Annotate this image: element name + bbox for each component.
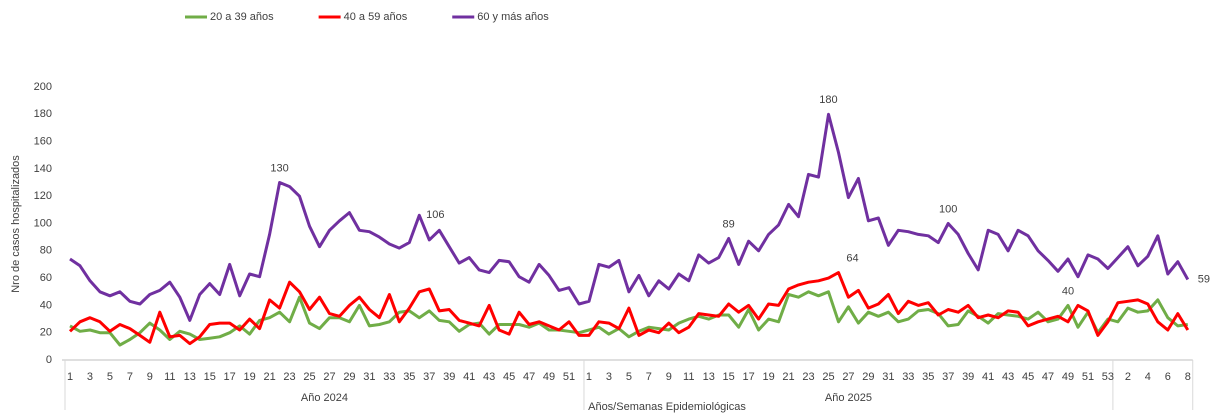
y-tick-label: 80 (40, 245, 52, 257)
y-tick-label: 20 (40, 327, 52, 339)
y-tick-label: 40 (40, 299, 52, 311)
x-tick-label: 31 (363, 371, 375, 383)
x-tick-label: 49 (543, 371, 555, 383)
data-label: 59 (1198, 273, 1210, 285)
x-tick-label: 41 (463, 371, 475, 383)
data-label: 106 (426, 209, 444, 221)
y-tick-label: 0 (46, 354, 52, 366)
x-tick-label: 3 (87, 371, 93, 383)
group-label: Año 2024 (301, 392, 348, 404)
x-tick-label: 9 (147, 371, 153, 383)
x-tick-label: 11 (683, 371, 694, 383)
y-tick-label: 180 (34, 108, 52, 120)
x-tick-label: 47 (1042, 371, 1054, 383)
x-tick-label: 35 (403, 371, 415, 383)
x-tick-label: 31 (882, 371, 894, 383)
x-tick-label: 39 (962, 371, 974, 383)
x-tick-label: 29 (343, 371, 355, 383)
x-axis-label: Años/Semanas Epidemiológicas (588, 401, 746, 413)
x-tick-label: 17 (224, 371, 236, 383)
x-tick-label: 51 (563, 371, 575, 383)
x-tick-label: 19 (762, 371, 774, 383)
x-tick-label: 51 (1082, 371, 1094, 383)
x-tick-label: 47 (523, 371, 535, 383)
x-tick-label: 5 (626, 371, 632, 383)
data-label: 40 (1062, 285, 1074, 297)
x-tick-label: 45 (503, 371, 515, 383)
y-axis-label: Nro de casos hospitalizados (10, 155, 22, 293)
legend-label: 40 a 59 años (344, 11, 408, 23)
y-tick-label: 100 (34, 217, 52, 229)
y-tick-label: 200 (34, 81, 52, 93)
y-tick-label: 140 (34, 163, 52, 175)
x-tick-label: 45 (1022, 371, 1034, 383)
x-tick-label: 43 (483, 371, 495, 383)
x-tick-label: 15 (723, 371, 735, 383)
x-tick-label: 23 (802, 371, 814, 383)
data-label: 100 (939, 203, 957, 215)
x-tick-label: 8 (1185, 371, 1191, 383)
legend-label: 60 y más años (477, 11, 549, 23)
x-tick-label: 9 (666, 371, 672, 383)
x-tick-label: 13 (184, 371, 196, 383)
x-tick-label: 17 (743, 371, 755, 383)
x-tick-label: 27 (323, 371, 335, 383)
x-tick-label: 2 (1125, 371, 1131, 383)
data-label: 89 (723, 218, 735, 230)
x-tick-label: 4 (1145, 371, 1151, 383)
x-tick-label: 13 (703, 371, 715, 383)
x-tick-label: 37 (423, 371, 435, 383)
x-tick-label: 39 (443, 371, 455, 383)
y-tick-label: 60 (40, 272, 52, 284)
series-line (69, 290, 1189, 347)
series-line (69, 112, 1190, 322)
x-tick-label: 53 (1102, 371, 1114, 383)
x-tick-label: 29 (862, 371, 874, 383)
x-tick-label: 37 (942, 371, 954, 383)
data-label: 64 (846, 253, 858, 265)
x-tick-label: 19 (244, 371, 256, 383)
x-tick-label: 5 (107, 371, 113, 383)
x-tick-label: 15 (204, 371, 216, 383)
x-tick-label: 49 (1062, 371, 1074, 383)
data-label: 180 (819, 94, 837, 106)
x-tick-label: 11 (164, 371, 175, 383)
x-tick-label: 23 (283, 371, 295, 383)
x-tick-label: 7 (127, 371, 133, 383)
x-tick-label: 41 (982, 371, 994, 383)
x-tick-label: 7 (646, 371, 652, 383)
x-tick-label: 21 (782, 371, 794, 383)
x-tick-label: 25 (303, 371, 315, 383)
x-tick-label: 43 (1002, 371, 1014, 383)
x-tick-label: 27 (842, 371, 854, 383)
x-tick-label: 1 (67, 371, 73, 383)
x-tick-label: 1 (586, 371, 592, 383)
x-tick-label: 33 (383, 371, 395, 383)
y-tick-label: 120 (34, 190, 52, 202)
data-label: 130 (270, 162, 288, 174)
legend-label: 20 a 39 años (210, 11, 274, 23)
x-tick-label: 3 (606, 371, 612, 383)
x-tick-label: 6 (1165, 371, 1171, 383)
x-tick-label: 25 (822, 371, 834, 383)
y-tick-label: 160 (34, 136, 52, 148)
x-tick-label: 21 (263, 371, 275, 383)
x-tick-label: 33 (902, 371, 914, 383)
series-line (68, 271, 1190, 346)
group-label: Año 2025 (825, 392, 872, 404)
x-tick-label: 35 (922, 371, 934, 383)
